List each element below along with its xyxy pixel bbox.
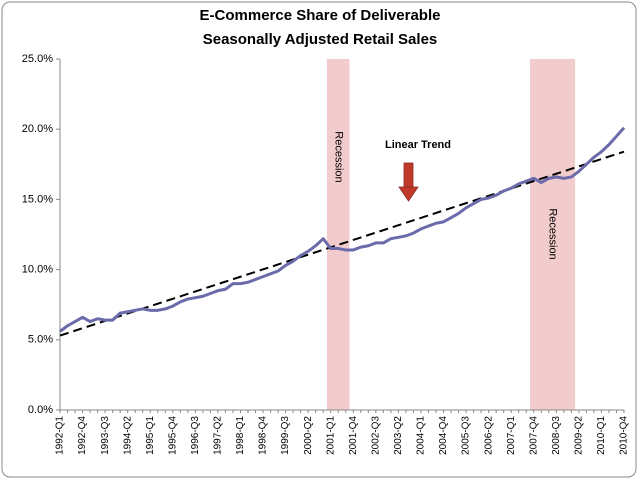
x-tick-label: 2000-Q2 [303,416,314,455]
arrow [398,162,419,202]
x-tick-label: 1996-Q3 [190,416,201,455]
trend-line [59,150,625,337]
y-tick-label: 0.0% [28,404,53,416]
x-tick-label: 1992-Q4 [77,416,88,455]
x-tick-label: 1992-Q1 [55,416,66,455]
x-tick-label: 2004-Q4 [438,416,449,455]
annotation: Linear Trend [385,139,451,151]
y-tick-label: 5.0% [28,334,53,346]
x-tick-label: 1993-Q3 [100,416,111,455]
y-tick-label: 15.0% [22,193,53,205]
x-tick-label: 2010-Q1 [596,416,607,455]
x-tick-label: 2008-Q3 [551,416,562,455]
recession-bands [326,59,576,410]
y-tick-label: 20.0% [22,123,53,135]
x-tick-label: 2009-Q2 [574,416,585,455]
x-tick-label: 1998-Q4 [258,416,269,455]
recession-label: Recession [547,208,559,259]
x-tick-label: 2007-Q1 [506,416,517,455]
data-line [59,126,626,333]
chart-title: E-Commerce Share of Deliverable [200,7,441,24]
x-tick-label: 1995-Q1 [145,416,156,455]
x-tick-label: 2003-Q2 [393,416,404,455]
recession-band [326,59,350,410]
y-tick-label: 10.0% [22,264,53,276]
x-tick-label: 2005-Q3 [461,416,472,455]
x-tick-label: 2002-Q3 [370,416,381,455]
x-tick-label: 1994-Q2 [122,416,133,455]
recession-label: Recession [332,131,344,182]
x-tick-label: 1995-Q4 [167,416,178,455]
chart-title: Seasonally Adjusted Retail Sales [203,31,438,48]
x-tick-label: 1997-Q2 [213,416,224,455]
x-tick-label: 2007-Q4 [528,416,539,455]
x-tick-label: 2001-Q1 [325,416,336,455]
x-tick-label: 2010-Q4 [619,416,630,455]
y-tick-label: 25.0% [22,53,53,65]
x-tick-label: 2004-Q1 [416,416,427,455]
recession-band [530,59,576,410]
x-tick-label: 1999-Q3 [280,416,291,455]
x-tick-label: 1998-Q1 [235,416,246,455]
x-tick-label: 2006-Q2 [483,416,494,455]
x-tick-label: 2001-Q4 [348,416,359,455]
